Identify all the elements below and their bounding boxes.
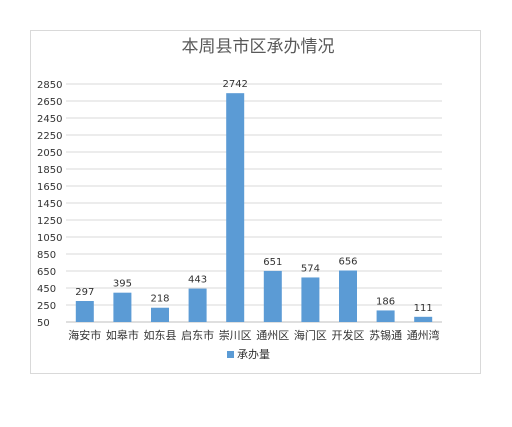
bar — [414, 316, 433, 322]
x-category-label: 开发区 — [332, 328, 365, 342]
data-label: 297 — [75, 287, 94, 298]
data-label: 443 — [188, 275, 207, 286]
x-category-label: 启东市 — [181, 328, 214, 342]
data-label: 656 — [338, 256, 357, 267]
x-category-label: 崇川区 — [219, 329, 252, 342]
y-tick-label: 1250 — [37, 216, 62, 227]
y-tick-label: 2450 — [37, 114, 62, 125]
chart-frame — [30, 30, 481, 374]
data-label: 395 — [113, 279, 132, 290]
legend-swatch — [227, 351, 234, 358]
y-tick-label: 1850 — [37, 165, 62, 176]
bar — [339, 270, 357, 322]
y-axis-ticks: 50 250 450 650 850 1050 1250 1450 1650 1850 2050 22… — [37, 80, 62, 329]
x-category-label: 通州湾 — [407, 328, 440, 342]
y-tick-label: 850 — [37, 250, 56, 261]
y-tick-label: 450 — [37, 284, 56, 295]
y-tick-label: 50 — [37, 318, 50, 329]
bar — [376, 310, 395, 322]
x-axis-categories: 海安市 如皋市 如东县 启东市 崇川区 通州区 海门区 开发区 苏锡通 通州湾 — [68, 328, 439, 342]
y-tick-label: 1050 — [37, 233, 62, 244]
legend: 承办量 — [227, 348, 270, 361]
y-tick-label: 1450 — [37, 199, 62, 210]
y-tick-label: 2650 — [37, 97, 62, 108]
bar — [75, 301, 94, 322]
x-category-label: 海安市 — [68, 328, 101, 342]
bar — [226, 93, 245, 323]
bar — [301, 277, 320, 322]
y-tick-label: 2250 — [37, 131, 62, 142]
x-category-label: 如皋市 — [106, 328, 139, 342]
data-label: 111 — [414, 303, 433, 314]
y-tick-label: 650 — [37, 267, 56, 278]
y-tick-label: 2050 — [37, 148, 62, 159]
data-labels: 297 395 218 443 2742 651 574 656 186 111 — [75, 79, 432, 314]
y-tick-label: 250 — [37, 301, 56, 312]
x-category-label: 苏锡通 — [369, 328, 402, 342]
bar — [188, 288, 207, 322]
legend-label: 承办量 — [237, 348, 270, 361]
bar — [263, 270, 282, 322]
bar — [113, 292, 132, 322]
y-tick-label: 1650 — [37, 182, 62, 193]
data-label: 186 — [376, 296, 395, 307]
x-category-label: 如东县 — [144, 328, 177, 342]
x-category-label: 通州区 — [256, 329, 289, 342]
data-label: 218 — [150, 294, 169, 305]
data-label: 651 — [263, 257, 282, 268]
x-category-label: 海门区 — [294, 328, 327, 342]
chart-title: 本周县市区承办情况 — [182, 37, 335, 57]
data-label: 574 — [301, 263, 320, 274]
data-label: 2742 — [222, 79, 247, 90]
bar — [151, 307, 169, 322]
bars — [75, 93, 433, 323]
y-tick-label: 2850 — [37, 80, 62, 91]
